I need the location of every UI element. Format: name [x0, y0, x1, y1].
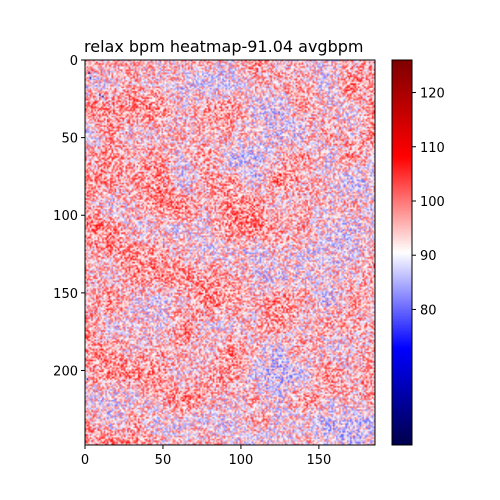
y-tick-label-200: 200	[53, 364, 78, 379]
y-tick-label-0: 0	[70, 54, 78, 69]
x-tick-label-0: 0	[81, 453, 89, 468]
colorbar-tick-label-90: 90	[420, 249, 437, 264]
x-axis: 0 50 100 150	[81, 445, 331, 468]
colorbar-tick-label-110: 110	[420, 141, 445, 156]
colorbar-gradient	[392, 60, 412, 445]
x-tick-label-50: 50	[155, 453, 172, 468]
colorbar-tick-label-120: 120	[420, 87, 445, 102]
colorbar-axis: 80 90 100 110 120	[412, 87, 445, 318]
y-tick-label-150: 150	[53, 287, 78, 302]
colorbar-frame	[391, 59, 413, 446]
chart-title: relax bpm heatmap-91.04 avgbpm	[84, 37, 363, 56]
x-tick-label-100: 100	[228, 453, 253, 468]
colorbar: 80 90 100 110 120	[391, 59, 445, 446]
x-tick-label-150: 150	[306, 453, 331, 468]
colorbar-tick-label-100: 100	[420, 195, 445, 210]
colorbar-tick-label-80: 80	[420, 303, 437, 318]
heatmap-area	[84, 59, 376, 446]
heatmap-image	[85, 60, 375, 445]
y-tick-label-50: 50	[61, 132, 78, 147]
plot-frame	[84, 59, 376, 446]
y-tick-label-100: 100	[53, 209, 78, 224]
y-axis: 0 50 100 150 200	[53, 54, 85, 379]
